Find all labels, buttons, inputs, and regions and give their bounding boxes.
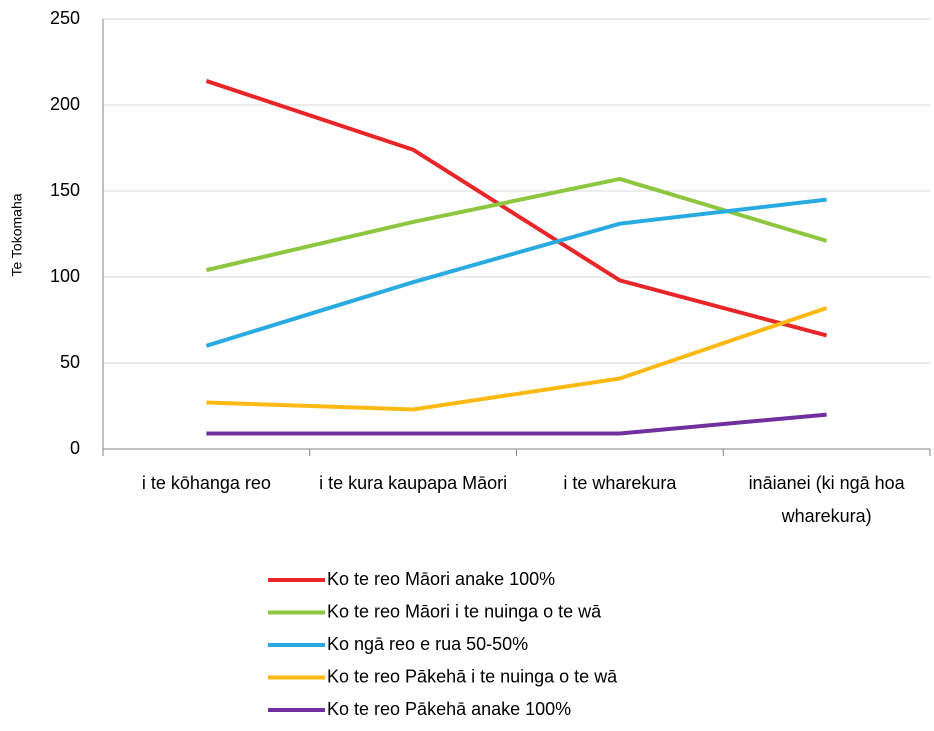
y-tick-label: 0 (70, 438, 80, 458)
x-tick-label: i te wharekura (563, 473, 677, 493)
legend-label: Ko te reo Pākehā i te nuinga o te wā (327, 666, 618, 686)
legend-label: Ko te reo Māori i te nuinga o te wā (327, 601, 602, 621)
y-tick-label: 200 (50, 94, 80, 114)
y-tick-label: 250 (50, 8, 80, 28)
x-tick-label: i te kōhanga reo (141, 473, 271, 493)
series-line (206, 306, 828, 412)
series-line (206, 412, 827, 436)
y-tick-label: 50 (60, 352, 80, 372)
y-axis-label: Te Tokomaha (9, 193, 25, 276)
x-tick-label: ināianei (ki ngā hoa wharekura) (748, 473, 905, 526)
y-tick-label: 150 (50, 180, 80, 200)
series-line (205, 176, 828, 273)
x-tick-label: i te kura kaupapa Māori (319, 473, 508, 493)
series-line (205, 79, 828, 338)
legend-label: Ko te reo Pākehā anake 100% (327, 699, 571, 719)
legend-label: Ko ngā reo e rua 50-50% (327, 634, 528, 654)
series-line (205, 197, 827, 348)
y-tick-label: 100 (50, 266, 80, 286)
legend-label: Ko te reo Māori anake 100% (327, 569, 555, 589)
